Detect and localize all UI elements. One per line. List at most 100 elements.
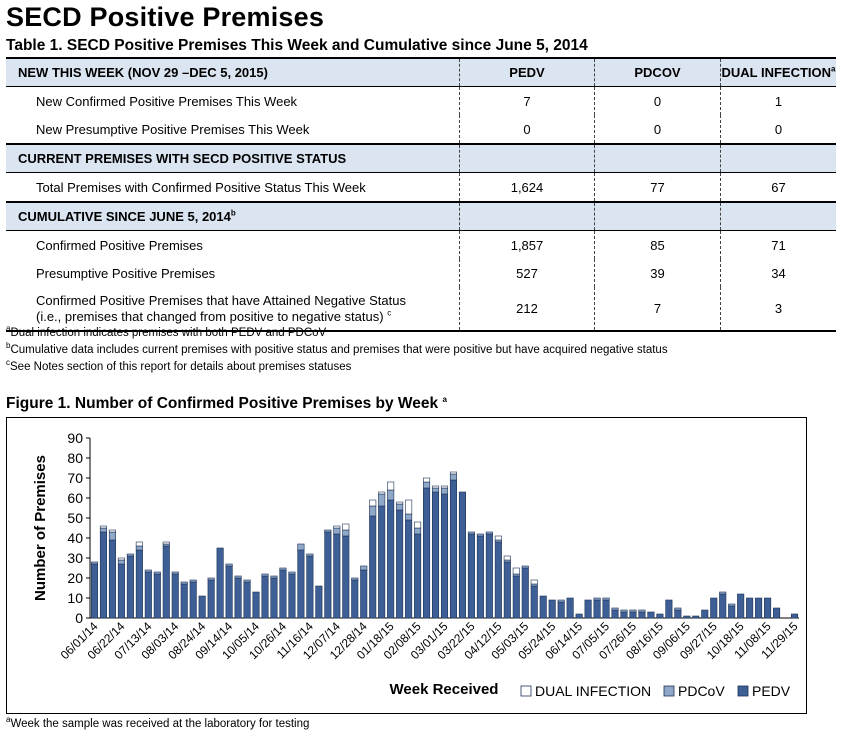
footnote-text: Week the sample was received at the labo…	[10, 718, 310, 730]
cell-value: 0	[720, 115, 836, 144]
bar-pedv	[737, 593, 745, 619]
figure-title-text: Figure 1. Number of Confirmed Positive P…	[6, 395, 439, 412]
bar-pedv	[279, 569, 287, 619]
bar-pdcov	[423, 481, 431, 489]
bar-pdcov	[297, 543, 305, 551]
cell-value: 1	[720, 86, 836, 115]
bar-pedv	[485, 533, 493, 619]
bar-pdcov	[476, 533, 484, 537]
bar-pedv	[755, 597, 763, 619]
bar-pedv	[512, 575, 520, 619]
bar-pdcov	[485, 531, 493, 535]
bar-pedv	[476, 535, 484, 619]
y-tick-label: 60	[67, 490, 83, 506]
table-row: New Confirmed Positive Premises This Wee…	[6, 86, 836, 115]
bar-pedv	[387, 499, 395, 619]
footnote-text: Dual infection indicates premises with b…	[10, 327, 327, 339]
bar-pedv	[252, 591, 260, 619]
figure-footnote: aWeek the sample was received at the lab…	[6, 715, 310, 730]
bar-pedv	[198, 595, 206, 619]
bar-pdcov	[674, 607, 682, 611]
y-tick-label: 70	[67, 470, 83, 486]
section-cumulative: CUMULATIVE SINCE JUNE 5, 2014b	[6, 201, 460, 231]
figure-title-marker: a	[442, 394, 447, 404]
bar-pdcov	[620, 609, 628, 613]
bar-chart: 010203040506070809006/01/1406/22/1407/13…	[32, 430, 801, 699]
bar-dual-infection	[494, 535, 502, 541]
table-header-row: NEW THIS WEEK (NOV 29 –DEC 5, 2015) PEDV…	[6, 57, 836, 87]
bar-pedv	[683, 615, 691, 619]
legend-swatch	[737, 685, 749, 697]
footnote-b: bCumulative data includes current premis…	[6, 342, 668, 356]
bar-dual-infection	[369, 499, 377, 507]
cell-value: 7	[594, 287, 721, 332]
bar-pedv	[396, 509, 404, 619]
bar-pedv	[216, 547, 224, 619]
table-row: Confirmed Positive Premises that have At…	[6, 287, 836, 332]
bar-pedv	[351, 579, 359, 619]
bar-pdcov	[90, 561, 99, 565]
row-label: New Confirmed Positive Premises This Wee…	[36, 93, 298, 109]
row-label: Presumptive Positive Premises	[36, 265, 216, 281]
bar-pdcov	[593, 597, 601, 601]
bar-pdcov	[387, 489, 395, 501]
bar-pedv	[108, 539, 116, 619]
section-new-this-week: NEW THIS WEEK (NOV 29 –DEC 5, 2015)	[6, 57, 460, 87]
row-label-line2: (i.e., premises that changed from positi…	[36, 308, 384, 324]
bar-pedv	[306, 555, 314, 619]
table-row: Confirmed Positive Premises 1,857 85 71	[6, 230, 836, 259]
bar-pedv	[126, 555, 134, 619]
row-label: Confirmed Positive Premises	[36, 237, 203, 253]
bar-pedv	[189, 581, 197, 619]
cell-value: 1,624	[459, 172, 595, 202]
secd-table: NEW THIS WEEK (NOV 29 –DEC 5, 2015) PEDV…	[6, 57, 836, 332]
bar-dual-infection	[503, 555, 511, 561]
y-tick-label: 0	[75, 610, 83, 626]
bar-pedv	[503, 561, 511, 619]
dual-footnote-marker: a	[831, 64, 836, 74]
bar-pedv	[90, 563, 99, 619]
footnote-c: cSee Notes section of this report for de…	[6, 359, 351, 373]
bar-pdcov	[440, 487, 449, 495]
col-header-pedv: PEDV	[459, 57, 595, 87]
legend-label: PEDV	[752, 683, 791, 699]
bar-pdcov	[333, 527, 341, 535]
col-header-pdcov: PDCOV	[594, 57, 721, 87]
cell-value: 3	[720, 287, 836, 332]
bar-pedv	[99, 531, 107, 619]
bar-pdcov	[207, 577, 215, 581]
bar-pedv	[261, 575, 269, 619]
bar-dual-infection	[512, 567, 520, 575]
y-tick-label: 80	[67, 450, 83, 466]
row-label: Confirmed Positive Premises that have At…	[6, 287, 460, 332]
cell-value: 39	[594, 259, 721, 287]
page-title: SECD Positive Premises	[6, 2, 325, 32]
cell-value: 527	[459, 259, 595, 287]
section-row: CUMULATIVE SINCE JUNE 5, 2014b	[6, 201, 836, 231]
bar-pdcov	[369, 505, 377, 517]
bar-pedv	[342, 535, 350, 619]
bar-pedv	[557, 601, 565, 619]
bar-pdcov	[126, 553, 134, 557]
y-tick-label: 10	[67, 590, 83, 606]
bar-pedv	[458, 491, 466, 619]
bar-pdcov	[261, 573, 269, 577]
footnote-a: aDual infection indicates premises with …	[6, 325, 327, 339]
footnote-marker: a	[6, 715, 11, 725]
bar-pedv	[728, 605, 736, 619]
chart-frame: 0 10 20 30 40 50 60 70 80 90 06/01/14 06/22/14 07/13…	[6, 417, 807, 714]
bar-pedv	[369, 515, 377, 619]
bar-pdcov	[360, 565, 368, 571]
bar-pedv	[656, 613, 664, 619]
bar-pdcov	[324, 529, 332, 533]
bar-pedv	[539, 595, 547, 619]
table-title: Table 1. SECD Positive Premises This Wee…	[6, 37, 588, 54]
bar-pdcov	[431, 487, 440, 493]
bar-pedv	[638, 611, 646, 619]
bar-pedv	[333, 533, 341, 619]
bar-pdcov	[243, 579, 251, 583]
cell-value: 0	[459, 115, 595, 144]
cell-value: 0	[594, 86, 721, 115]
cell-value: 1,857	[459, 230, 595, 259]
cell-value: 212	[459, 287, 595, 332]
